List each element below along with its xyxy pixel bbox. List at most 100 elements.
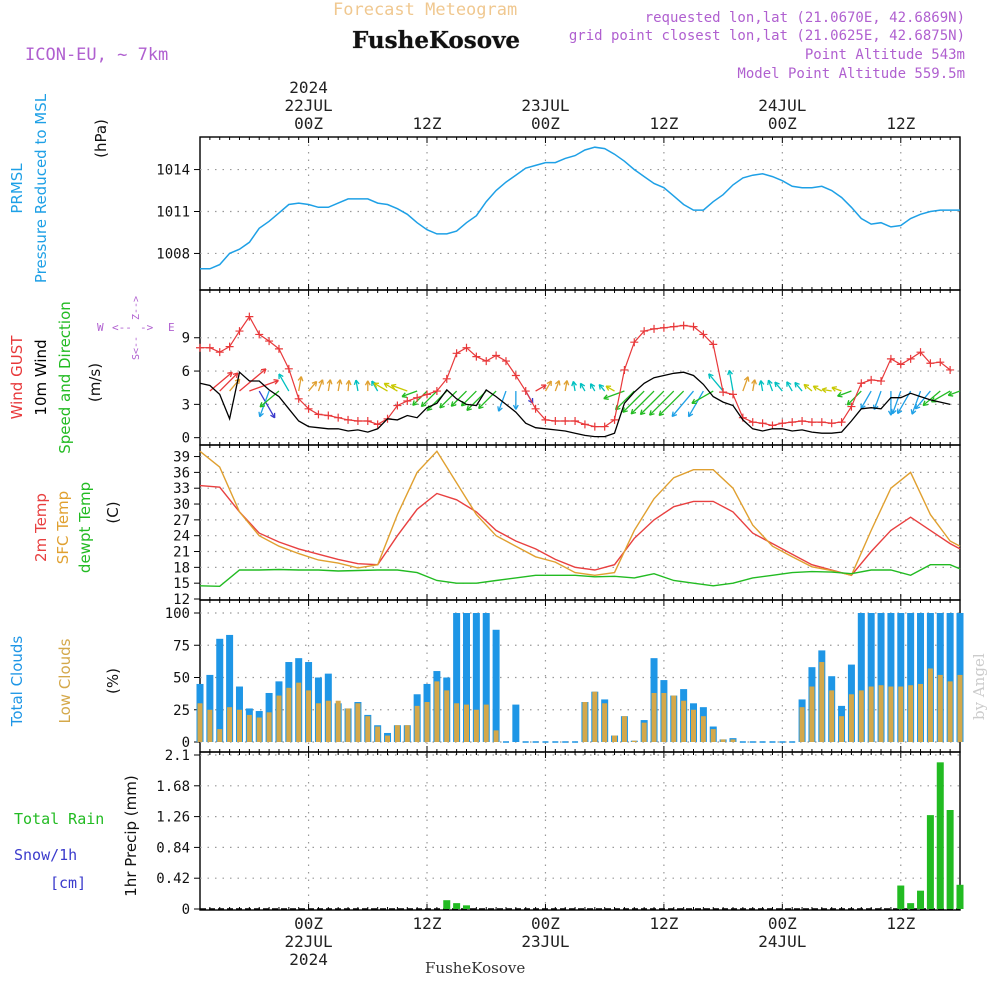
wind-direction-arrow — [742, 376, 749, 392]
wind-arrow-head — [259, 412, 264, 418]
total-cloud-bar — [877, 613, 885, 742]
wind-arrow-head — [768, 379, 773, 384]
gust-point — [205, 343, 214, 352]
low-cloud-bar — [671, 695, 677, 742]
wind-arrow-head — [831, 387, 836, 392]
low-cloud-bar — [345, 708, 351, 742]
wind-direction-arrow — [837, 390, 852, 397]
wind-arrow-head — [751, 379, 756, 384]
precip-frame — [199, 751, 961, 911]
wind-arrow-head — [821, 387, 827, 390]
low-cloud-bar — [375, 726, 381, 742]
temperature-ytick-label: 30 — [173, 497, 190, 513]
time-axis-label: 24JUL — [758, 96, 806, 115]
wind-arrow-head — [821, 388, 827, 393]
wind-arrow-head — [412, 400, 415, 406]
temp-axis-title: 2m Temp — [32, 493, 50, 562]
time-axis-label: 2024 — [289, 950, 328, 969]
low-cloud-bar — [454, 703, 460, 742]
low-cloud-bar — [937, 674, 943, 742]
wind-arrow-head — [461, 403, 467, 407]
compass-n-arrow: Z--> — [131, 296, 142, 320]
low-cloud-bar — [355, 703, 361, 742]
gust-point — [511, 371, 520, 380]
gust-point — [551, 417, 560, 426]
gust-point — [580, 420, 589, 429]
wind-direction-arrow — [708, 373, 724, 392]
time-axis-label: 00Z — [294, 114, 323, 133]
wind-direction-arrow — [803, 383, 813, 392]
wind-arrow-head — [235, 372, 239, 378]
gust-point — [817, 418, 826, 427]
requested-coords: requested lon,lat (21.0670E, 42.6869N) — [645, 10, 965, 26]
wind-arrow-head — [786, 381, 792, 385]
gust-point — [610, 415, 619, 424]
clouds-ytick-label: 0 — [182, 735, 190, 751]
temp-axis-title: SFC Temp — [54, 491, 72, 564]
clouds-axis-title: Total Clouds — [8, 636, 26, 728]
low-cloud-bar — [691, 709, 697, 742]
gust-point — [758, 419, 767, 428]
wind-arrow-head — [897, 410, 903, 415]
time-axis-label: 12Z — [413, 114, 442, 133]
time-axis-label: 00Z — [768, 914, 797, 933]
temperature-ytick-label: 24 — [173, 529, 190, 545]
wind-arrow-head — [767, 380, 770, 386]
wind-arrow-head — [554, 380, 560, 385]
wind-speed-line — [199, 370, 951, 438]
gust-point — [561, 417, 570, 426]
low-cloud-bar — [463, 704, 469, 742]
low-cloud-bar — [197, 703, 203, 742]
gust-point — [916, 348, 925, 357]
pressure-frame — [199, 136, 961, 291]
low-cloud-bar — [444, 690, 450, 742]
rain-bar — [462, 905, 470, 909]
low-cloud-bar — [276, 695, 282, 742]
gust-point — [867, 375, 876, 384]
wind-ytick-label: 0 — [182, 431, 190, 447]
pressure-unit: (hPa) — [92, 119, 110, 158]
wind-arrow-head — [390, 384, 396, 390]
low-cloud-bar — [592, 691, 598, 742]
point-altitude: Point Altitude 543m — [805, 47, 965, 63]
gust-point — [245, 312, 254, 321]
wind-arrow-head — [311, 380, 317, 384]
gust-point — [225, 342, 234, 351]
wind-arrow-head — [348, 380, 352, 386]
gust-point — [373, 420, 382, 429]
rain-bar — [946, 810, 954, 909]
wind-direction-arrow — [401, 390, 418, 398]
gust-point — [600, 422, 609, 431]
time-axis-label: 00Z — [768, 114, 797, 133]
compass-arrow-w: <-- — [112, 321, 132, 334]
wind-arrow-head — [300, 376, 304, 382]
gust-point — [265, 337, 274, 346]
gust-point — [709, 340, 718, 349]
clouds-ytick-label: 25 — [173, 703, 190, 719]
wind-arrow-head — [273, 379, 279, 382]
low-cloud-bar — [631, 740, 637, 742]
low-cloud-bar — [404, 725, 410, 742]
wind-direction-arrow — [831, 386, 842, 392]
wind-arrow-head — [758, 380, 762, 386]
wind-direction-arrow — [671, 390, 695, 417]
closest-coords: grid point closest lon,lat (21.0625E, 42… — [569, 28, 965, 44]
gust-point — [403, 397, 412, 406]
gust-point — [936, 358, 945, 367]
wind-arrow-head — [622, 410, 628, 413]
wind-arrow-head — [671, 414, 678, 418]
precip-snow-unit: [cm] — [50, 874, 86, 892]
wind-arrow-head — [259, 401, 263, 408]
gust-point — [946, 365, 955, 374]
low-cloud-bar — [681, 700, 687, 742]
clouds-unit: (%) — [104, 668, 122, 694]
wind-arrow-head — [421, 404, 427, 408]
wind-direction-arrow — [572, 381, 576, 392]
gust-point — [541, 415, 550, 424]
gust-point — [689, 322, 698, 331]
low-cloud-bar — [207, 709, 213, 742]
gust-point — [659, 323, 668, 332]
wind-arrow-head — [383, 383, 388, 389]
